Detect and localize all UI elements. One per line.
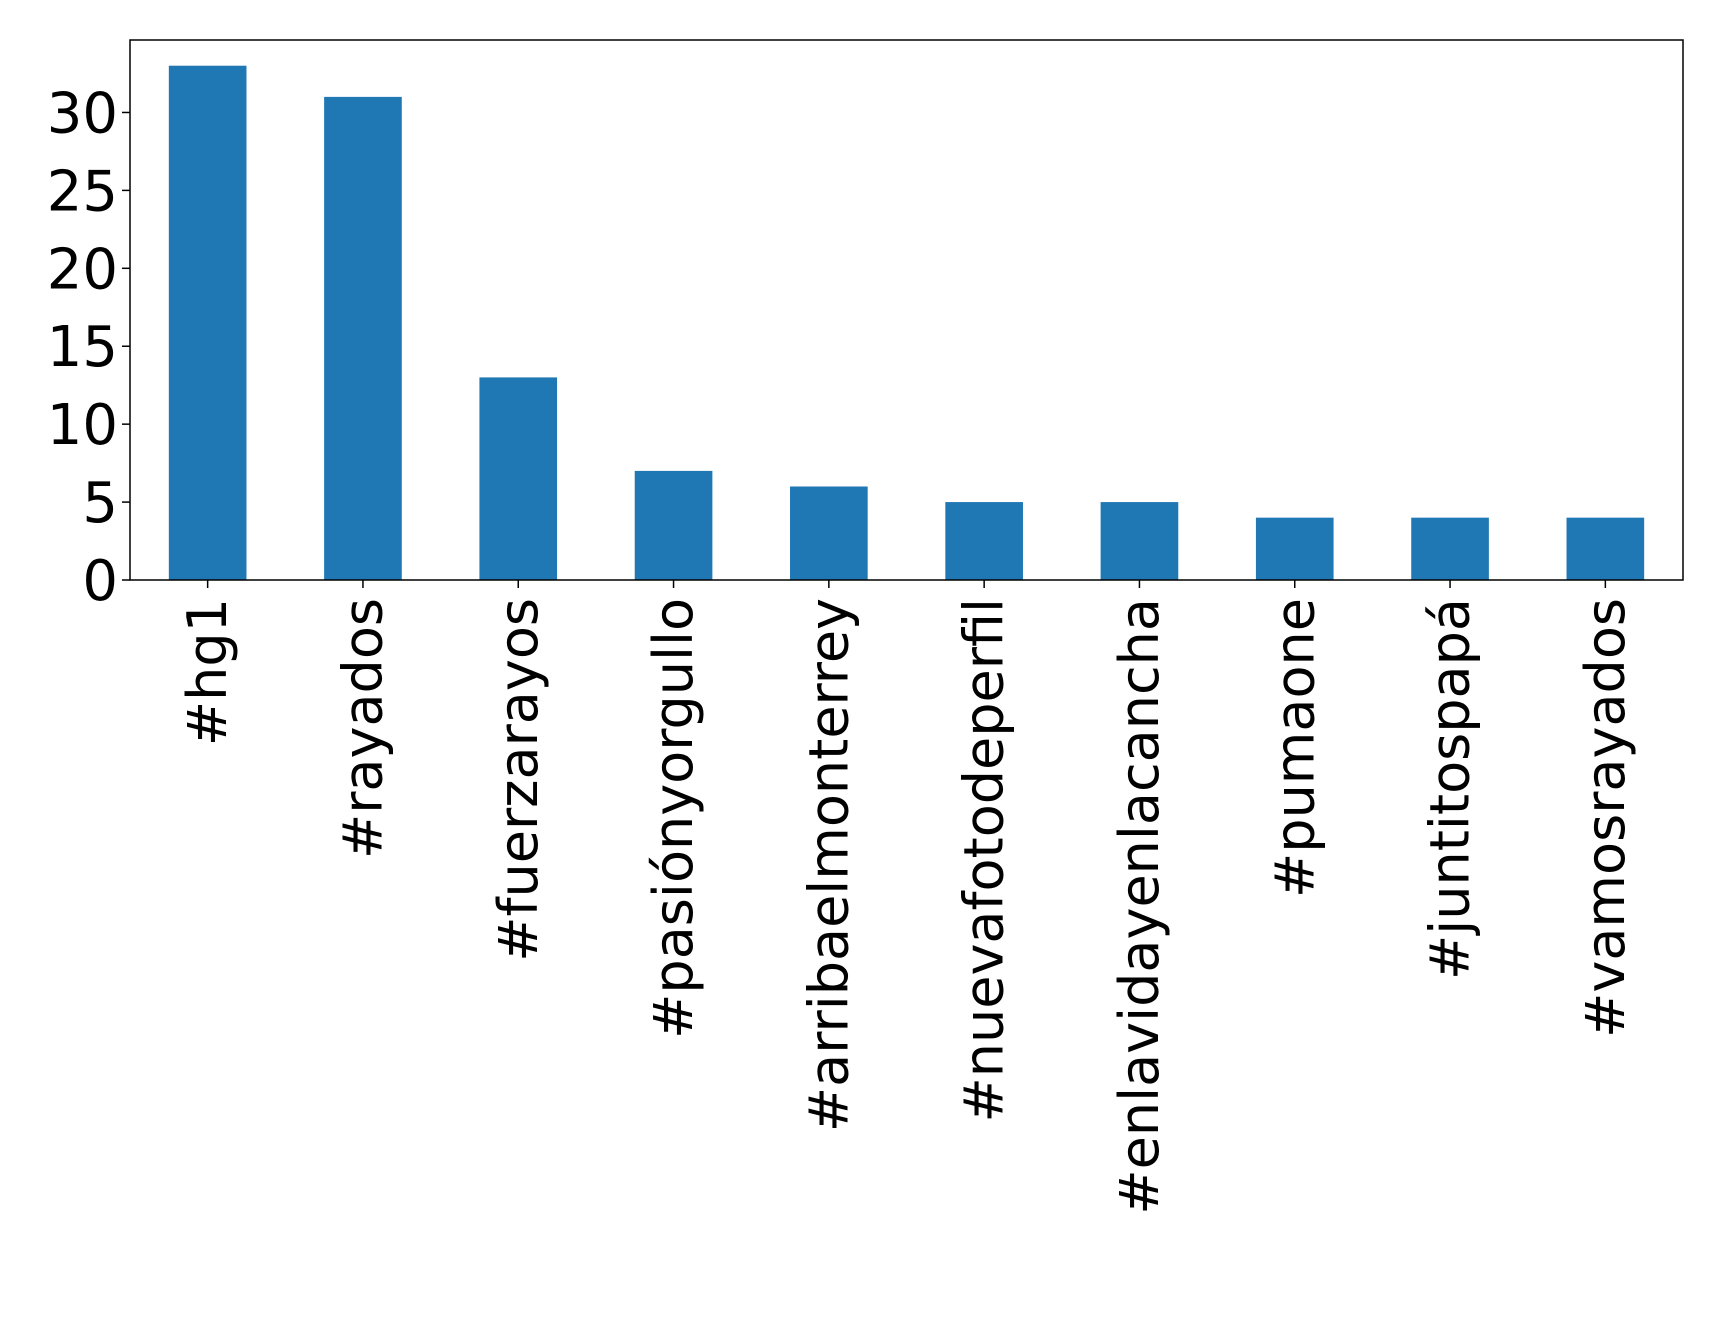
bar-9 bbox=[1566, 517, 1645, 580]
bar-5 bbox=[945, 502, 1023, 580]
bar-0 bbox=[168, 65, 247, 580]
x-axis: #hg1 #rayados #fuerzarayos #pasiónyorgullo #… bbox=[176, 580, 1637, 1215]
y-tick-label: 5 bbox=[82, 471, 118, 536]
x-tick-label: #pasiónyorgullo bbox=[642, 598, 705, 1039]
x-tick-label: #hg1 bbox=[176, 598, 239, 746]
y-tick-label: 0 bbox=[82, 549, 118, 614]
bar-4 bbox=[790, 486, 868, 580]
x-tick-label: #pumaone bbox=[1263, 598, 1326, 898]
y-tick-label: 30 bbox=[47, 81, 118, 146]
y-tick-label: 15 bbox=[47, 315, 118, 380]
x-tick-label: #enlavidayenlacancha bbox=[1108, 598, 1171, 1215]
x-tick-label: #rayados bbox=[331, 598, 394, 859]
x-tick-label: #arribaelmonterrey bbox=[797, 598, 860, 1132]
bars-group bbox=[168, 65, 1645, 580]
bar-7 bbox=[1255, 517, 1334, 580]
bar-8 bbox=[1411, 517, 1489, 580]
y-axis: 0 5 10 15 20 25 30 bbox=[47, 81, 130, 614]
plot-frame bbox=[129, 39, 1684, 581]
y-tick-label: 25 bbox=[47, 159, 118, 224]
bar-6 bbox=[1100, 502, 1179, 580]
bar-1 bbox=[324, 96, 402, 580]
y-tick-label: 20 bbox=[47, 237, 118, 302]
bar-3 bbox=[634, 470, 713, 580]
y-tick-label: 10 bbox=[47, 393, 118, 458]
bar-2 bbox=[479, 377, 558, 580]
x-tick-label: #juntitospapá bbox=[1419, 598, 1482, 980]
x-tick-label: #fuerzarayos bbox=[487, 598, 550, 962]
x-tick-label: #nuevafotodeperfil bbox=[953, 598, 1016, 1122]
x-tick-label: #vamosrayados bbox=[1574, 598, 1637, 1038]
